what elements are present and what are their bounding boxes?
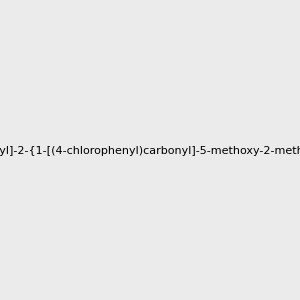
Text: N-[2-(4-chlorophenoxy)ethyl]-2-{1-[(4-chlorophenyl)carbonyl]-5-methoxy-2-methyl-: N-[2-(4-chlorophenoxy)ethyl]-2-{1-[(4-ch… (0, 146, 300, 157)
